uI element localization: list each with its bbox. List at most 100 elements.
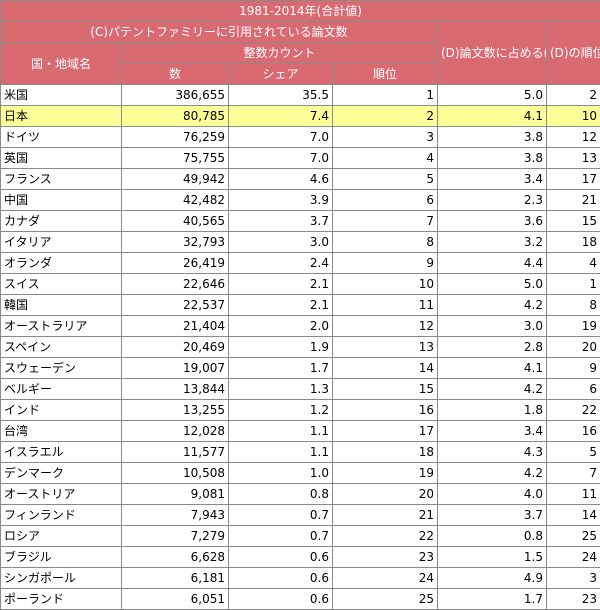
cell-rank: 3 [333,127,438,148]
cell-count: 7,279 [122,526,229,547]
cell-share: 7.0 [229,127,333,148]
cell-ratio: 3.7 [438,505,547,526]
cell-rank: 20 [333,484,438,505]
cell-share: 1.2 [229,400,333,421]
cell-country: オーストラリア [1,316,122,337]
table-title: 1981-2014年(合計値) [1,1,600,22]
cell-country: ポーランド [1,589,122,610]
cell-rank-d: 22 [547,400,600,421]
cell-rank-d: 6 [547,379,600,400]
cell-share: 0.7 [229,526,333,547]
cell-rank-d: 18 [547,232,600,253]
cell-rank: 5 [333,169,438,190]
cell-country: ブラジル [1,547,122,568]
cell-ratio: 5.0 [438,274,547,295]
cell-rank-d: 19 [547,316,600,337]
cell-ratio: 4.1 [438,106,547,127]
cell-ratio: 4.9 [438,568,547,589]
cell-rank: 1 [333,85,438,106]
cell-rank: 11 [333,295,438,316]
cell-count: 11,577 [122,442,229,463]
cell-count: 80,785 [122,106,229,127]
header-rank: 順位 [333,64,438,85]
cell-rank-d: 9 [547,358,600,379]
cell-rank-d: 14 [547,505,600,526]
cell-rank-d: 16 [547,421,600,442]
cell-country: 中国 [1,190,122,211]
cell-country: 米国 [1,85,122,106]
header-country: 国・地域名 [1,43,122,85]
cell-ratio: 3.8 [438,148,547,169]
cell-share: 0.6 [229,568,333,589]
cell-share: 3.9 [229,190,333,211]
cell-count: 21,404 [122,316,229,337]
cell-rank-d: 17 [547,169,600,190]
cell-rank-d: 21 [547,190,600,211]
cell-rank: 19 [333,463,438,484]
cell-count: 22,646 [122,274,229,295]
cell-count: 26,419 [122,253,229,274]
cell-count: 7,943 [122,505,229,526]
cell-rank: 25 [333,589,438,610]
cell-ratio: 3.2 [438,232,547,253]
cell-country: オランダ [1,253,122,274]
cell-rank: 2 [333,106,438,127]
cell-country: 英国 [1,148,122,169]
cell-share: 7.0 [229,148,333,169]
cell-rank-d: 2 [547,85,600,106]
cell-rank: 15 [333,379,438,400]
cell-rank: 10 [333,274,438,295]
cell-rank: 21 [333,505,438,526]
cell-count: 13,255 [122,400,229,421]
header-integer-count: 整数カウント [122,43,438,64]
cell-country: フランス [1,169,122,190]
cell-ratio: 4.1 [438,358,547,379]
header-count: 数 [122,64,229,85]
cell-count: 20,469 [122,337,229,358]
cell-share: 0.6 [229,589,333,610]
cell-count: 6,628 [122,547,229,568]
cell-share: 2.4 [229,253,333,274]
cell-ratio: 3.4 [438,421,547,442]
cell-country: 日本 [1,106,122,127]
cell-share: 3.0 [229,232,333,253]
cell-ratio: 0.8 [438,526,547,547]
cell-count: 40,565 [122,211,229,232]
cell-share: 0.7 [229,505,333,526]
cell-ratio: 1.7 [438,589,547,610]
cell-rank: 22 [333,526,438,547]
cell-rank: 7 [333,211,438,232]
cell-count: 10,508 [122,463,229,484]
cell-ratio: 3.8 [438,127,547,148]
cell-rank-d: 11 [547,484,600,505]
cell-share: 4.6 [229,169,333,190]
cell-rank-d: 25 [547,526,600,547]
cell-country: シンガポール [1,568,122,589]
cell-rank-d: 8 [547,295,600,316]
cell-share: 1.7 [229,358,333,379]
cell-count: 19,007 [122,358,229,379]
cell-rank: 13 [333,337,438,358]
cell-country: ドイツ [1,127,122,148]
cell-rank-d: 7 [547,463,600,484]
cell-share: 1.3 [229,379,333,400]
cell-country: ベルギー [1,379,122,400]
